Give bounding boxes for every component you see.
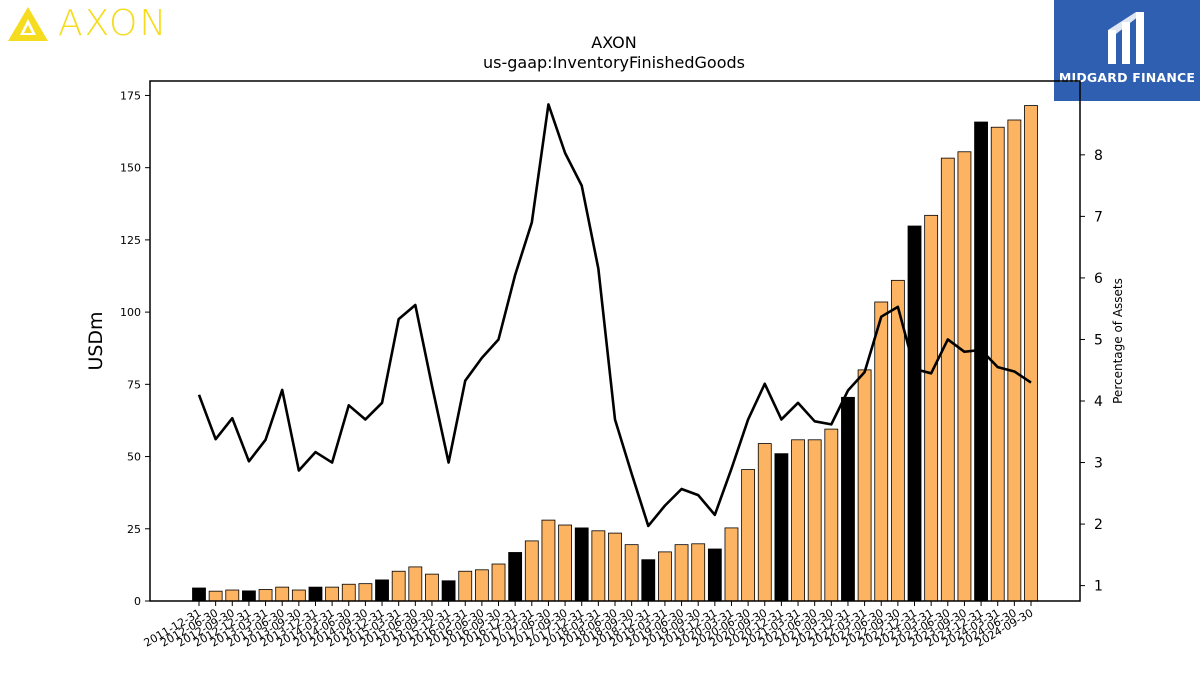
bar-2018-03-31 (591, 530, 606, 602)
plot-frame (149, 80, 1081, 602)
y-tick-label: 25 (127, 523, 141, 536)
bar-2015-06-30 (408, 566, 423, 602)
axon-logo-icon (8, 7, 48, 41)
bar-2021-09-30 (824, 428, 839, 602)
bar-2016-12-31 (508, 552, 523, 602)
bar-2013-09-30 (291, 589, 306, 602)
y-tick-label: 0 (134, 595, 141, 608)
y2-tick-label: 6 (1094, 271, 1103, 287)
bar-2022-12-31 (907, 225, 922, 602)
bar-2019-09-30 (691, 543, 706, 602)
y2-axis-ticks: 1 2 3 4 5 6 7 8 (1080, 148, 1103, 595)
bar-2022-03-31 (857, 369, 872, 602)
y-tick-label: 50 (127, 451, 141, 464)
bar-2021-06-30 (807, 439, 822, 602)
bar-2020-12-31 (774, 453, 789, 602)
y2-tick-label: 7 (1094, 209, 1103, 225)
bar-2019-03-31 (658, 551, 672, 602)
bar-2019-12-31 (707, 548, 722, 602)
bar-2017-06-30 (541, 519, 556, 602)
y-tick-label: 125 (120, 234, 141, 247)
bar-2021-03-31 (791, 439, 805, 602)
bar-2024-06-30 (1007, 119, 1022, 602)
bar-2017-09-30 (558, 524, 572, 602)
y-axis-label: USDm (85, 311, 107, 370)
bar-2023-09-30 (957, 151, 972, 602)
y-tick-label: 150 (120, 162, 141, 175)
bar-2012-09-30 (225, 589, 240, 602)
y2-tick-label: 3 (1094, 456, 1103, 472)
bar-2016-06-30 (474, 569, 489, 602)
midgard-logo-text: MIDGARD FINANCE (1058, 70, 1196, 85)
midgard-logo-icon (1108, 12, 1144, 64)
chart-subtitle: us-gaap:InventoryFinishedGoods (483, 53, 745, 72)
bar-2015-09-30 (425, 573, 439, 602)
bar-2020-06-30 (741, 469, 756, 602)
percentage-line (197, 103, 1032, 528)
y-tick-label: 75 (127, 378, 141, 391)
bar-2012-06-30 (208, 590, 223, 602)
bar-2024-09-30 (1024, 105, 1038, 602)
bar-2013-03-31 (258, 589, 273, 602)
bar-2014-12-31 (375, 579, 389, 602)
y2-tick-label: 5 (1094, 332, 1103, 348)
bar-2018-12-31 (641, 559, 656, 602)
bar-2015-03-31 (391, 570, 406, 602)
y2-tick-label: 4 (1094, 394, 1103, 410)
bar-2020-03-31 (724, 527, 739, 602)
bar-2019-06-30 (674, 544, 689, 602)
bar-2013-06-30 (275, 586, 290, 602)
midgard-finance-logo: MIDGARD FINANCE (1054, 0, 1200, 101)
bar-2013-12-31 (308, 586, 323, 602)
x-axis-ticks: 2011-12-312012-06-302012-09-302012-12-31… (142, 601, 1036, 650)
bar-2016-03-31 (458, 570, 473, 602)
bar-2021-12-31 (841, 396, 855, 602)
y-axis-ticks: 0 25 50 75 100 125 150 175 (120, 89, 150, 608)
line-series (197, 103, 1032, 528)
bar-2014-09-30 (358, 583, 373, 602)
axon-logo-text: AXON (58, 3, 169, 44)
bar-2017-12-31 (574, 527, 589, 602)
y-tick-label: 175 (120, 89, 141, 102)
chart-title: AXON (591, 33, 636, 52)
axon-logo: AXON (6, 4, 168, 44)
bar-2014-03-31 (325, 586, 340, 602)
y-tick-label: 100 (120, 306, 141, 319)
bar-2023-06-30 (940, 157, 955, 602)
y2-tick-label: 2 (1094, 517, 1103, 533)
bar-2018-09-30 (624, 544, 639, 602)
y2-axis-label: Percentage of Assets (1111, 278, 1125, 404)
bar-2016-09-30 (491, 563, 506, 602)
bar-2015-12-31 (441, 580, 456, 602)
bar-2022-06-30 (874, 301, 889, 602)
y2-tick-label: 1 (1094, 579, 1103, 595)
bar-2023-12-31 (974, 121, 988, 602)
bar-2012-12-31 (242, 590, 256, 602)
bar-2018-06-30 (608, 532, 622, 602)
bar-2014-06-30 (341, 583, 356, 602)
bar-2017-03-31 (524, 540, 539, 602)
bar-2023-03-31 (924, 214, 939, 602)
y2-tick-label: 8 (1094, 148, 1103, 164)
bar-2011-12-31 (192, 587, 206, 602)
bar-2020-09-30 (757, 443, 772, 602)
